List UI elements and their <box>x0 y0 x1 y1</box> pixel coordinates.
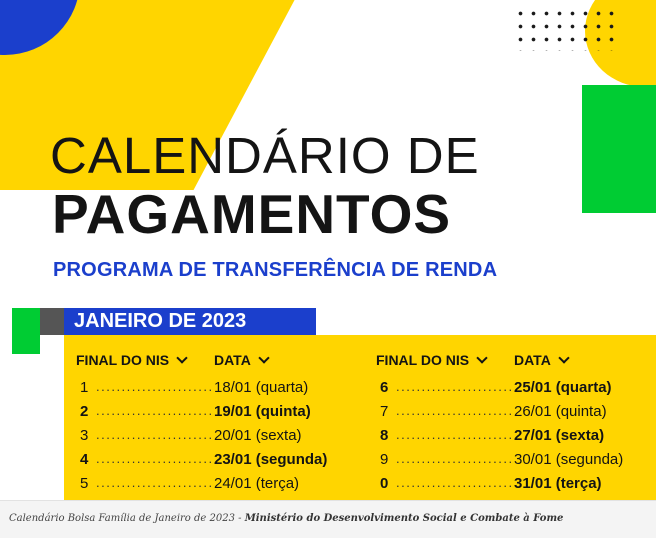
nis-digit: 4 <box>80 451 89 468</box>
image-caption-bar: Calendário Bolsa Família de Janeiro de 2… <box>0 500 656 538</box>
dot-leader: .............................. <box>396 427 514 442</box>
payment-date: 30/01 (segunda) <box>514 451 624 468</box>
month-banner: JANEIRO DE 2023 <box>64 308 316 335</box>
payment-date: 24/01 (terça) <box>214 475 300 492</box>
payment-date: 20/01 (sexta) <box>214 427 302 444</box>
green-marker-shape <box>12 308 40 354</box>
chevron-down-icon <box>558 351 570 364</box>
dot-grid-pattern <box>514 7 614 51</box>
dot-leader: .............................. <box>96 427 214 442</box>
nis-digit: 7 <box>380 403 389 420</box>
header-nis: FINAL DO NIS <box>376 351 488 368</box>
header-nis-label: FINAL DO NIS <box>76 352 170 368</box>
payment-date: 19/01 (quinta) <box>214 403 311 420</box>
header-date: DATA <box>514 351 570 368</box>
payment-date: 26/01 (quinta) <box>514 403 607 420</box>
header-nis: FINAL DO NIS <box>76 351 188 368</box>
dot-leader: .............................. <box>396 379 514 394</box>
header-date: DATA <box>214 351 270 368</box>
nis-digit: 5 <box>80 475 89 492</box>
payment-date: 23/01 (segunda) <box>214 451 328 468</box>
image-caption: Calendário Bolsa Família de Janeiro de 2… <box>9 513 563 524</box>
payment-table: FINAL DO NIS DATA 1 ....................… <box>64 335 656 500</box>
dot-leader: .............................. <box>396 451 514 466</box>
payment-date: 18/01 (quarta) <box>214 379 309 396</box>
dot-leader: .............................. <box>396 403 514 418</box>
payment-date: 25/01 (quarta) <box>514 379 612 396</box>
dot-leader: .............................. <box>396 475 514 490</box>
caption-text: Calendário Bolsa Família de Janeiro de 2… <box>9 513 245 524</box>
header-nis-label: FINAL DO NIS <box>376 352 470 368</box>
dot-leader: .............................. <box>96 403 214 418</box>
title-line-1: CALENDÁRIO DE <box>50 127 480 184</box>
nis-digit: 8 <box>380 427 389 444</box>
nis-digit: 0 <box>380 475 389 492</box>
caption-source: Ministério do Desenvolvimento Social e C… <box>244 513 564 524</box>
nis-digit: 1 <box>80 379 89 396</box>
green-block-shape <box>582 85 656 213</box>
title-line-2: PAGAMENTOS <box>52 183 452 245</box>
dot-leader: .............................. <box>96 475 214 490</box>
chevron-down-icon <box>476 351 488 364</box>
header-date-label: DATA <box>514 352 551 368</box>
dot-leader: .............................. <box>96 451 214 466</box>
subtitle: PROGRAMA DE TRANSFERÊNCIA DE RENDA <box>53 259 498 281</box>
chevron-down-icon <box>258 351 270 364</box>
nis-digit: 2 <box>80 403 89 420</box>
payment-date: 27/01 (sexta) <box>514 427 605 444</box>
header-date-label: DATA <box>214 352 251 368</box>
nis-digit: 9 <box>380 451 389 468</box>
nis-digit: 6 <box>380 379 389 396</box>
gray-marker-shape <box>40 308 64 335</box>
payment-date: 31/01 (terça) <box>514 475 602 492</box>
chevron-down-icon <box>176 351 188 364</box>
nis-digit: 3 <box>80 427 89 444</box>
dot-leader: .............................. <box>96 379 214 394</box>
calendar-poster: CALENDÁRIO DE PAGAMENTOS PROGRAMA DE TRA… <box>0 0 656 500</box>
